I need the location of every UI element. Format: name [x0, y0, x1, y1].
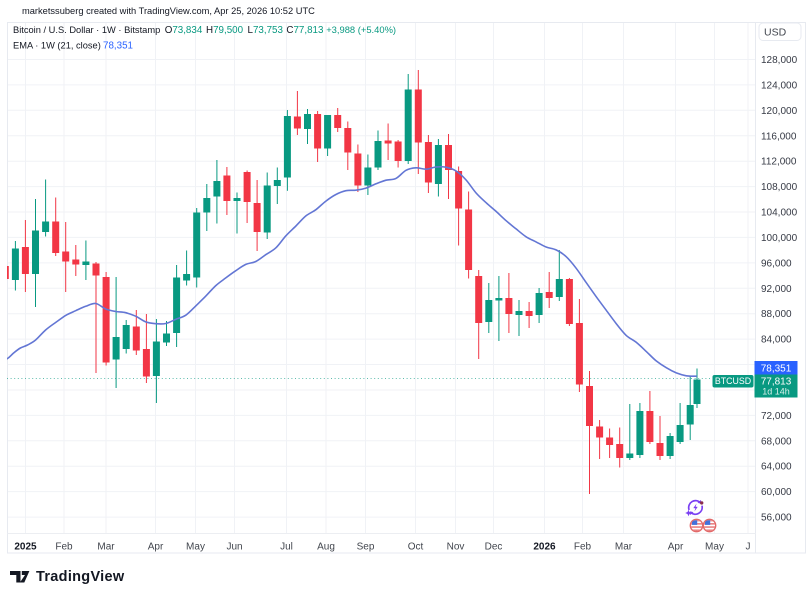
- svg-text:Aug: Aug: [317, 542, 335, 553]
- svg-text:TradingView: TradingView: [36, 569, 125, 585]
- svg-text:Feb: Feb: [574, 542, 592, 553]
- svg-text:108,000: 108,000: [761, 182, 798, 193]
- svg-text:68,000: 68,000: [761, 436, 792, 447]
- svg-text:Mar: Mar: [97, 542, 115, 553]
- svg-text:2026: 2026: [533, 542, 556, 553]
- svg-text:Mar: Mar: [615, 542, 633, 553]
- svg-text:Bitcoin / U.S. Dollar · 1W · B: Bitcoin / U.S. Dollar · 1W · Bitstamp: [13, 25, 160, 35]
- svg-text:100,000: 100,000: [761, 233, 798, 244]
- svg-text:May: May: [705, 542, 724, 553]
- svg-text:64,000: 64,000: [761, 462, 792, 473]
- svg-text:72,000: 72,000: [761, 411, 792, 422]
- svg-text:Jul: Jul: [280, 542, 293, 553]
- svg-text:88,000: 88,000: [761, 309, 792, 320]
- svg-text:84,000: 84,000: [761, 335, 792, 346]
- svg-text:1d 14h: 1d 14h: [762, 387, 790, 397]
- svg-text:78,351: 78,351: [103, 41, 133, 52]
- svg-text:128,000: 128,000: [761, 55, 798, 66]
- svg-text:2025: 2025: [14, 542, 37, 553]
- svg-text:124,000: 124,000: [761, 80, 798, 91]
- svg-text:marketssuberg created with Tra: marketssuberg created with TradingView.c…: [22, 6, 315, 16]
- svg-text:Dec: Dec: [485, 542, 503, 553]
- svg-text:60,000: 60,000: [761, 487, 792, 498]
- svg-text:92,000: 92,000: [761, 284, 792, 295]
- svg-text:120,000: 120,000: [761, 106, 798, 117]
- svg-text:Feb: Feb: [55, 542, 73, 553]
- svg-text:112,000: 112,000: [761, 157, 797, 168]
- svg-text:77,813: 77,813: [761, 377, 792, 388]
- svg-text:104,000: 104,000: [761, 208, 798, 219]
- svg-text:Sep: Sep: [357, 542, 375, 553]
- svg-text:EMA · 1W (21, close): EMA · 1W (21, close): [13, 41, 101, 51]
- svg-text:May: May: [186, 542, 205, 553]
- svg-text:56,000: 56,000: [761, 513, 792, 524]
- svg-text:Oct: Oct: [408, 542, 424, 553]
- svg-text:BTCUSD: BTCUSD: [715, 376, 751, 386]
- svg-text:Apr: Apr: [148, 542, 164, 553]
- svg-text:J: J: [746, 542, 751, 553]
- svg-text:Nov: Nov: [447, 542, 465, 553]
- svg-text:Apr: Apr: [668, 542, 684, 553]
- svg-text:78,351: 78,351: [761, 364, 792, 375]
- svg-text:USD: USD: [764, 27, 787, 39]
- svg-text:116,000: 116,000: [761, 131, 797, 142]
- svg-text:Jun: Jun: [226, 542, 242, 553]
- svg-text:96,000: 96,000: [761, 258, 792, 269]
